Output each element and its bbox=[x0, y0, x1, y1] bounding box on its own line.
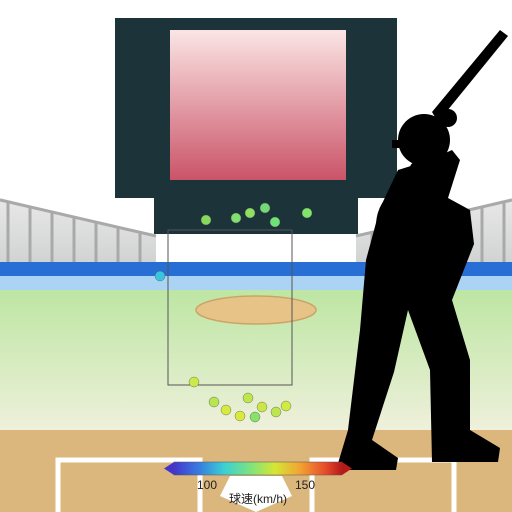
pitch-point bbox=[243, 393, 253, 403]
legend-label: 球速(km/h) bbox=[229, 492, 287, 506]
pitch-location-chart: 100 150 球速(km/h) bbox=[0, 0, 512, 512]
pitch-point bbox=[250, 412, 260, 422]
legend-tick: 100 bbox=[197, 478, 217, 492]
pitch-point bbox=[155, 271, 165, 281]
pitch-point bbox=[270, 217, 280, 227]
pitch-point bbox=[260, 203, 270, 213]
pitch-point bbox=[257, 402, 267, 412]
legend-tick: 150 bbox=[295, 478, 315, 492]
pitch-point bbox=[302, 208, 312, 218]
chart-svg: 100 150 球速(km/h) bbox=[0, 0, 512, 512]
pitch-point bbox=[245, 208, 255, 218]
pitch-point bbox=[281, 401, 291, 411]
pitch-point bbox=[221, 405, 231, 415]
pitch-point bbox=[271, 407, 281, 417]
pitch-point bbox=[201, 215, 211, 225]
pitch-point bbox=[231, 213, 241, 223]
pitch-point bbox=[209, 397, 219, 407]
pitch-point bbox=[189, 377, 199, 387]
scoreboard-screen bbox=[170, 30, 346, 180]
pitch-point bbox=[235, 411, 245, 421]
